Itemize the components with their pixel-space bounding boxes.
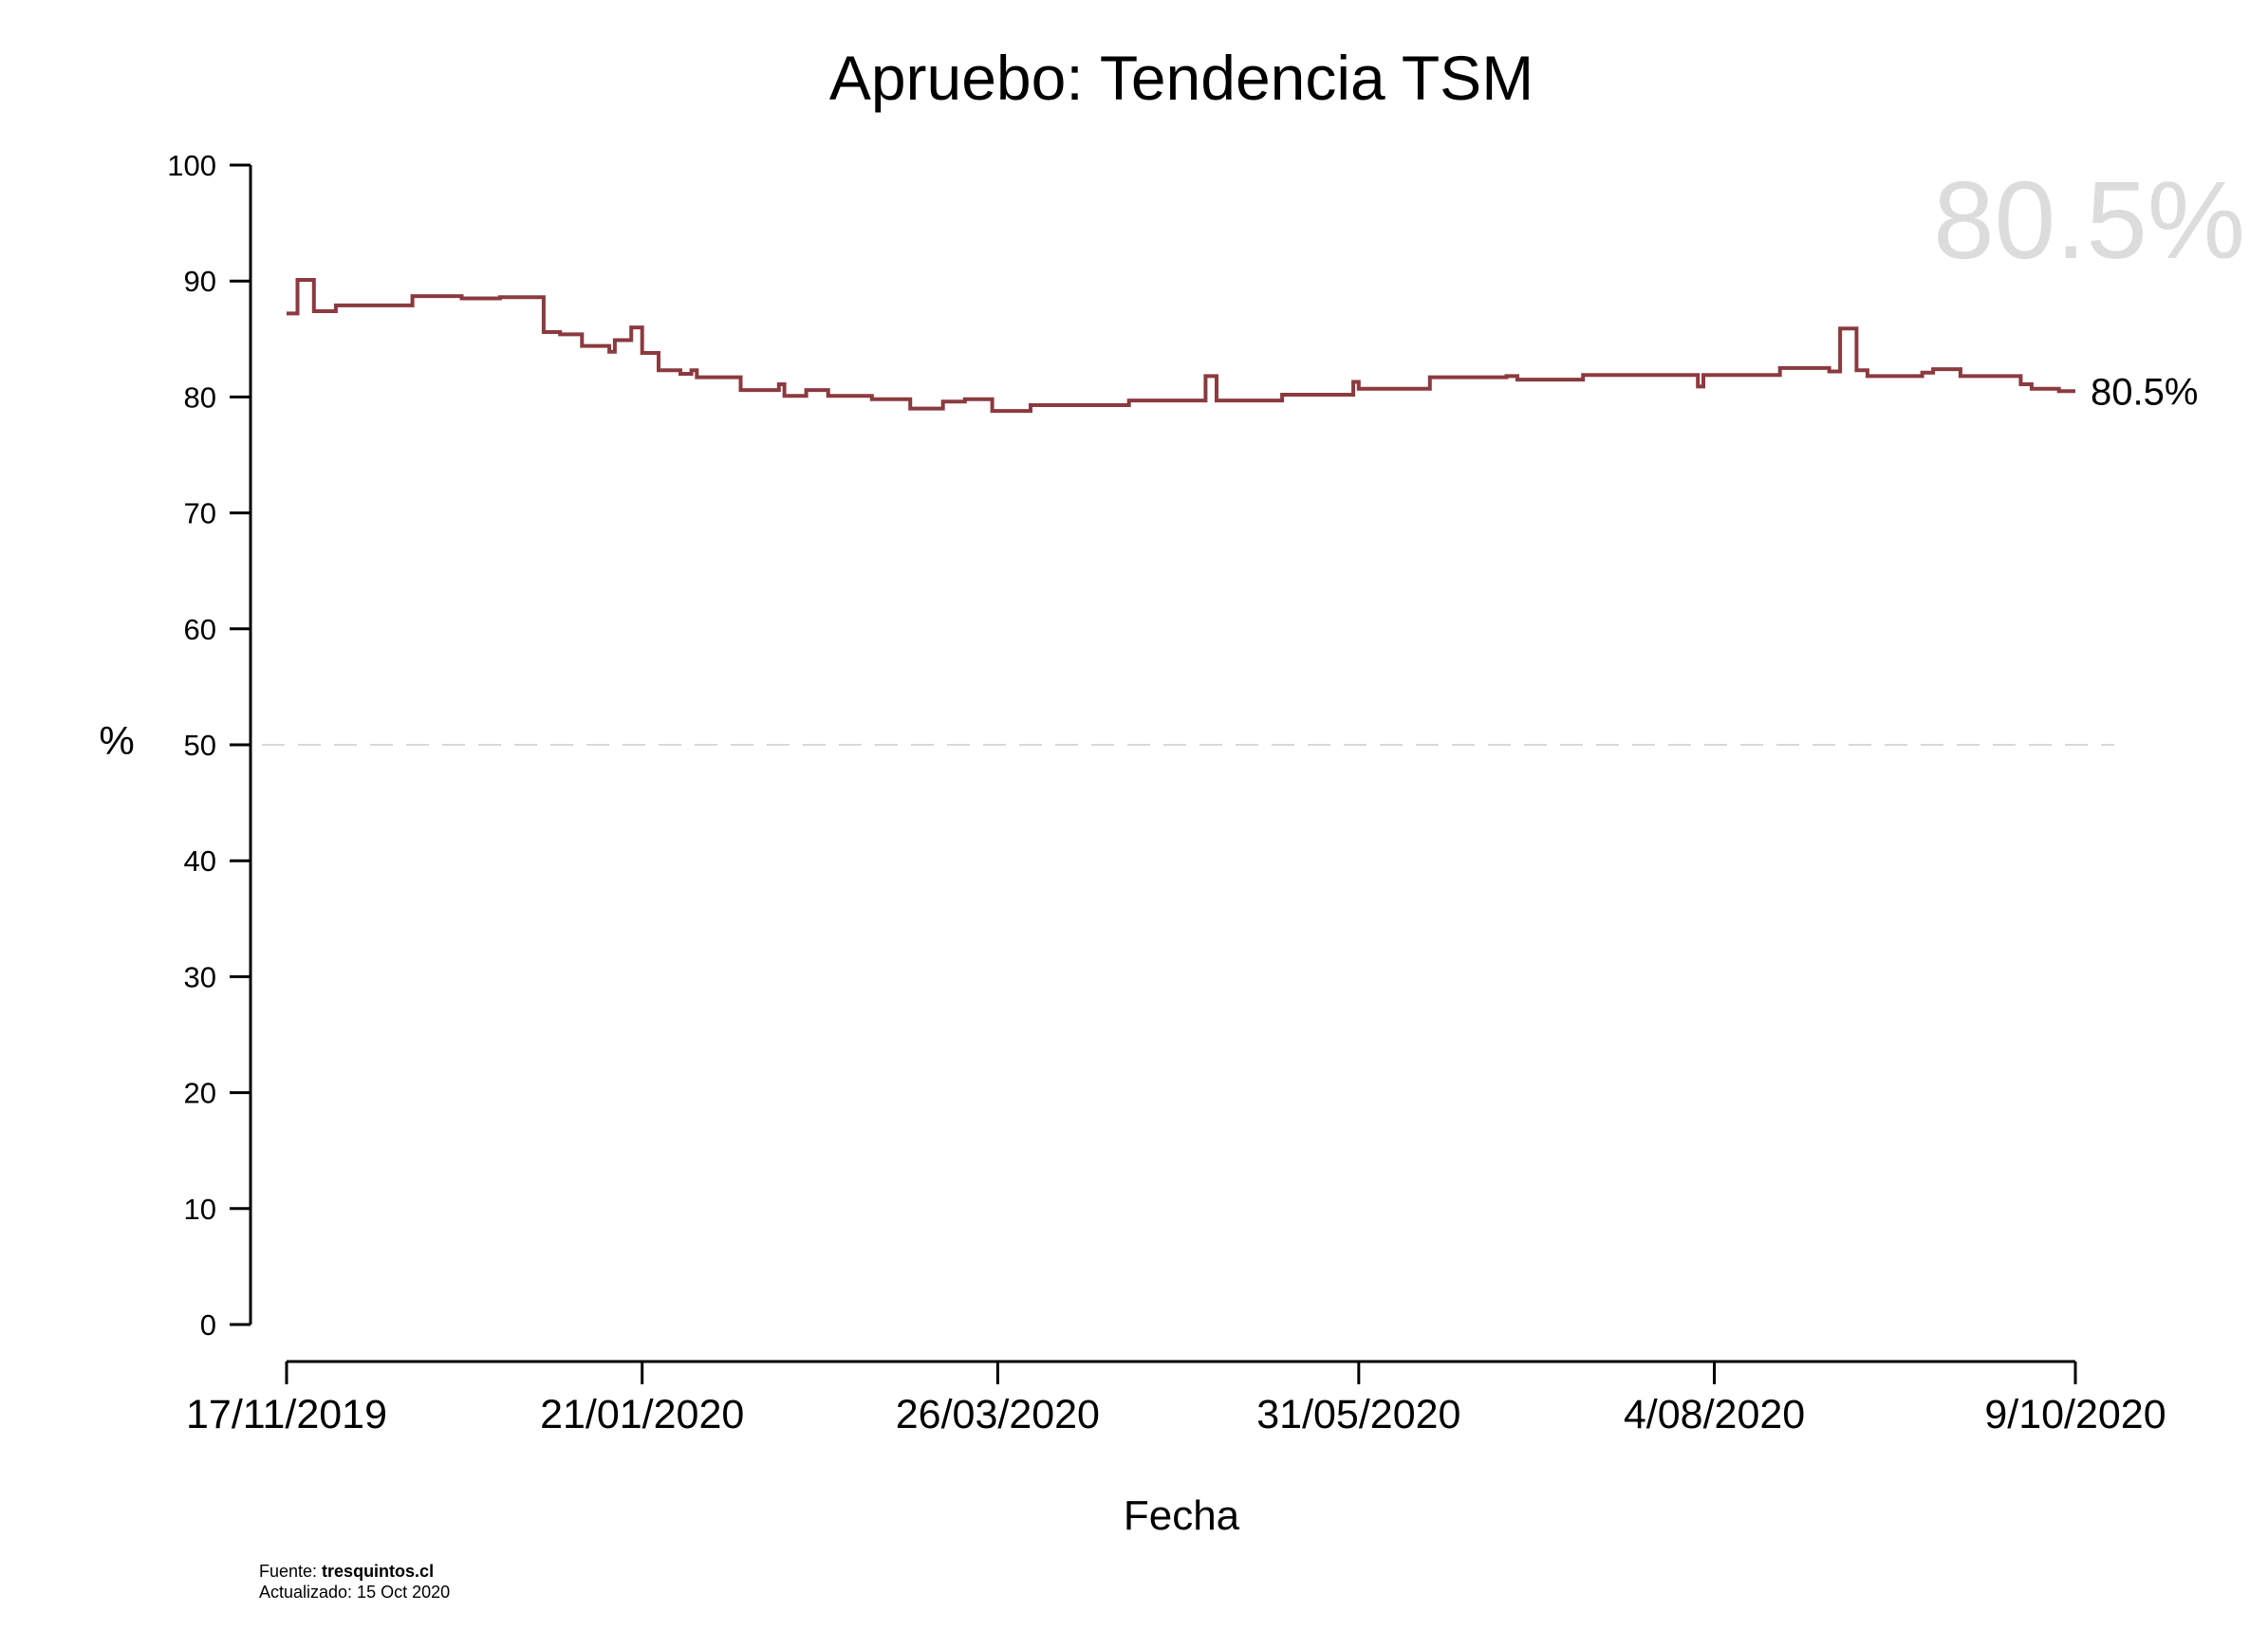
x-tick-label-1: 21/01/2020: [540, 1392, 744, 1437]
series-line-0: [287, 278, 2075, 414]
footer: Fuente: tresquintos.cl Actualizado: 15 O…: [259, 1561, 450, 1603]
x-axis-label: Fecha: [1124, 1492, 1240, 1539]
y-tick-label-60: 60: [184, 613, 216, 646]
source-prefix: Fuente:: [259, 1562, 323, 1581]
chart-title: Apruebo: Tendencia TSM: [829, 43, 1534, 113]
y-tick-label-90: 90: [184, 265, 216, 298]
y-tick-label-80: 80: [184, 380, 216, 414]
y-axis-label: %: [99, 718, 134, 763]
current-value-watermark: 80.5%: [1933, 158, 2245, 282]
y-axis: 0 10 20 30 40 50 60 70 80 90 100: [167, 149, 252, 1342]
y-tick-label-70: 70: [184, 497, 216, 530]
source-link[interactable]: tresquintos.cl: [322, 1562, 435, 1581]
y-tick-label-40: 40: [184, 844, 216, 878]
end-value-label: 80.5%: [2091, 371, 2198, 413]
x-tick-label-3: 31/05/2020: [1256, 1392, 1460, 1437]
x-tick-label-5: 9/10/2020: [1984, 1392, 2166, 1437]
y-tick-label-100: 100: [167, 149, 216, 182]
y-tick-label-10: 10: [184, 1193, 216, 1226]
y-tick-label-20: 20: [184, 1077, 216, 1110]
y-tick-label-30: 30: [184, 960, 216, 993]
updated-line: Actualizado: 15 Oct 2020: [259, 1583, 451, 1602]
y-tick-label-0: 0: [200, 1308, 216, 1342]
x-tick-label-4: 4/08/2020: [1624, 1392, 1805, 1437]
x-tick-label-0: 17/11/2019: [186, 1392, 387, 1437]
y-tick-label-50: 50: [184, 729, 216, 762]
x-axis: 17/11/2019 21/01/2020 26/03/2020 31/05/2020…: [186, 1360, 2166, 1437]
source-line: Fuente: tresquintos.cl: [259, 1561, 450, 1582]
x-tick-label-2: 26/03/2020: [896, 1392, 1100, 1437]
series-layer: [287, 278, 2075, 414]
